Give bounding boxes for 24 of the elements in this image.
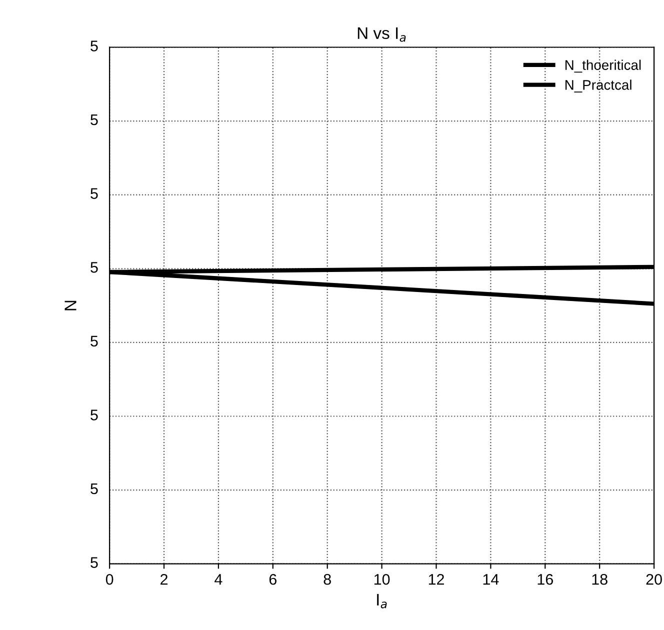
legend-label: N_thoeritical [565,60,641,73]
text: 5 [90,188,98,199]
text: 5 [90,410,98,420]
x-tick-label: 14 [483,574,499,585]
text: 5 [90,483,98,494]
y-axis-title: N [64,300,76,310]
x-tick-label: 12 [428,574,444,585]
x-tick-label: 20 [646,574,662,585]
text: 5 [90,40,98,52]
x-tick-label: 18 [592,574,608,585]
legend-label: N_Practcal [565,80,632,92]
x-tick-label: 8 [324,574,331,585]
x-tick-label: 0 [106,574,114,585]
text: 5 [90,114,98,126]
text: 5 [90,557,98,568]
x-axis-title: I$_{a}$ [377,594,387,608]
x-tick-label: 4 [214,574,222,585]
x-tick-label: 6 [269,574,276,585]
x-tick-label: 10 [374,574,390,585]
x-tick-label: 2 [160,574,168,585]
text: 5 [90,262,98,273]
x-tick-label: 16 [538,574,553,585]
chart-title: N vs I$_{a}$ [358,27,406,42]
text: 5 [90,336,98,347]
